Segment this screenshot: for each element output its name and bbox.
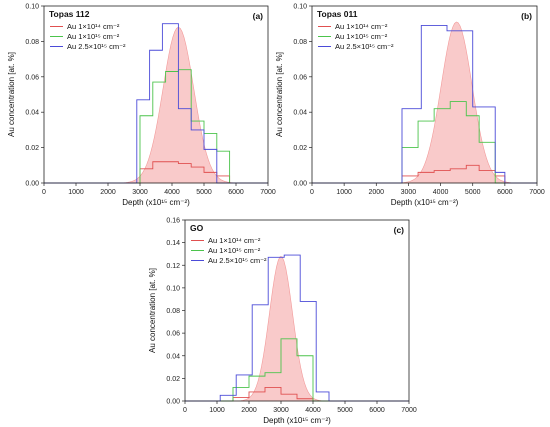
panel-label: (b) (521, 11, 532, 21)
x-axis-label: Depth (x10¹⁵ cm⁻²) (263, 416, 331, 425)
y-tick-label: 0.06 (293, 74, 307, 81)
x-tick-label: 1000 (68, 189, 84, 196)
y-tick-label: 0.04 (25, 110, 39, 117)
panel-label: (a) (253, 11, 264, 21)
y-tick-label: 0.04 (166, 353, 180, 360)
y-tick-label: 0.12 (166, 263, 180, 270)
y-tick-label: 0.04 (293, 110, 307, 117)
chart-topas-112: 0 1000 2000 3000 4000 5000 6000 7000 0.00 0.02 0.0… (0, 0, 275, 205)
y-tick-label: 0.10 (293, 4, 307, 11)
chart-go: 0 1000 2000 3000 4000 5000 6000 7000 0.00 0.02 0.0… (140, 212, 415, 427)
x-tick-label: 2000 (100, 189, 116, 196)
x-tick-label: 5000 (337, 407, 353, 414)
y-tick-label: 0.14 (166, 240, 180, 247)
x-tick-label: 2000 (368, 189, 384, 196)
panel-title: Topas 011 (317, 9, 358, 19)
y-tick-label: 0.06 (25, 74, 39, 81)
x-tick-label: 5000 (196, 189, 212, 196)
y-tick-label: 0.02 (293, 145, 307, 152)
y-tick-label: 0.08 (25, 39, 39, 46)
legend-entry: Au 1×10¹⁵ cm⁻² (335, 32, 388, 41)
x-tick-label: 5000 (465, 189, 481, 196)
x-tick-label: 3000 (401, 189, 417, 196)
x-tick-label: 4000 (164, 189, 180, 196)
legend-entry: Au 1×10¹⁴ cm⁻² (208, 236, 261, 245)
y-axis-label: Au concentration [at. %] (275, 52, 284, 137)
y-tick-label: 0.10 (166, 285, 180, 292)
x-tick-label: 0 (310, 189, 314, 196)
legend-entry: Au 1×10¹⁴ cm⁻² (335, 22, 388, 31)
y-axis-label: Au concentration [at. %] (7, 52, 16, 137)
x-tick-label: 2000 (241, 407, 257, 414)
y-tick-label: 0.00 (25, 181, 39, 188)
x-tick-label: 1000 (209, 407, 225, 414)
legend-entry: Au 2.5×10¹⁵ cm⁻² (208, 256, 267, 265)
panel-title: Topas 112 (49, 9, 90, 19)
y-tick-label: 0.00 (293, 181, 307, 188)
y-tick-label: 0.10 (25, 4, 39, 11)
x-tick-label: 4000 (433, 189, 449, 196)
x-tick-label: 7000 (401, 407, 417, 414)
y-tick-label: 0.02 (25, 145, 39, 152)
x-tick-label: 3000 (132, 189, 148, 196)
y-axis-label: Au concentration [at. %] (148, 268, 157, 353)
x-tick-label: 0 (42, 189, 46, 196)
y-tick-label: 0.02 (166, 376, 180, 383)
x-tick-label: 4000 (305, 407, 321, 414)
x-tick-label: 0 (183, 407, 187, 414)
y-tick-label: 0.16 (166, 218, 180, 225)
x-axis-label: Depth (x10¹⁵ cm⁻²) (391, 198, 459, 207)
legend-entry: Au 2.5×10¹⁵ cm⁻² (67, 42, 126, 51)
x-tick-label: 6000 (497, 189, 513, 196)
legend-entry: Au 1×10¹⁵ cm⁻² (67, 32, 120, 41)
chart-topas-011: 0 1000 2000 3000 4000 5000 6000 7000 0.00 0.02 0.0… (275, 0, 550, 205)
legend-entry: Au 2.5×10¹⁵ cm⁻² (335, 42, 394, 51)
x-tick-label: 7000 (260, 189, 276, 196)
simulated-profile-area (185, 257, 409, 401)
panel-title: GO (190, 223, 204, 233)
y-tick-label: 0.06 (166, 331, 180, 338)
y-tick-label: 0.08 (293, 39, 307, 46)
x-tick-label: 1000 (336, 189, 352, 196)
x-tick-label: 3000 (273, 407, 289, 414)
x-tick-label: 6000 (369, 407, 385, 414)
x-tick-label: 6000 (228, 189, 244, 196)
x-tick-label: 7000 (529, 189, 545, 196)
panel-label: (c) (394, 225, 405, 235)
legend-entry: Au 1×10¹⁴ cm⁻² (67, 22, 120, 31)
legend-entry: Au 1×10¹⁵ cm⁻² (208, 246, 261, 255)
x-axis-label: Depth (x10¹⁵ cm⁻²) (122, 198, 190, 207)
y-tick-label: 0.08 (166, 308, 180, 315)
y-tick-label: 0.00 (166, 399, 180, 406)
